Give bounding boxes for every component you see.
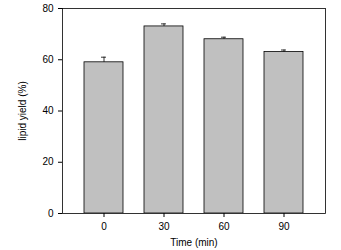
svg-text:40: 40: [42, 105, 54, 116]
svg-text:30: 30: [158, 221, 170, 232]
svg-text:60: 60: [42, 54, 54, 65]
svg-text:0: 0: [48, 208, 54, 219]
svg-text:Time (min): Time (min): [170, 237, 217, 248]
svg-text:lipid yield (%): lipid yield (%): [17, 81, 28, 140]
svg-text:0: 0: [101, 221, 107, 232]
svg-text:60: 60: [218, 221, 230, 232]
svg-text:80: 80: [42, 3, 54, 14]
svg-text:90: 90: [278, 221, 290, 232]
svg-text:20: 20: [42, 156, 54, 167]
